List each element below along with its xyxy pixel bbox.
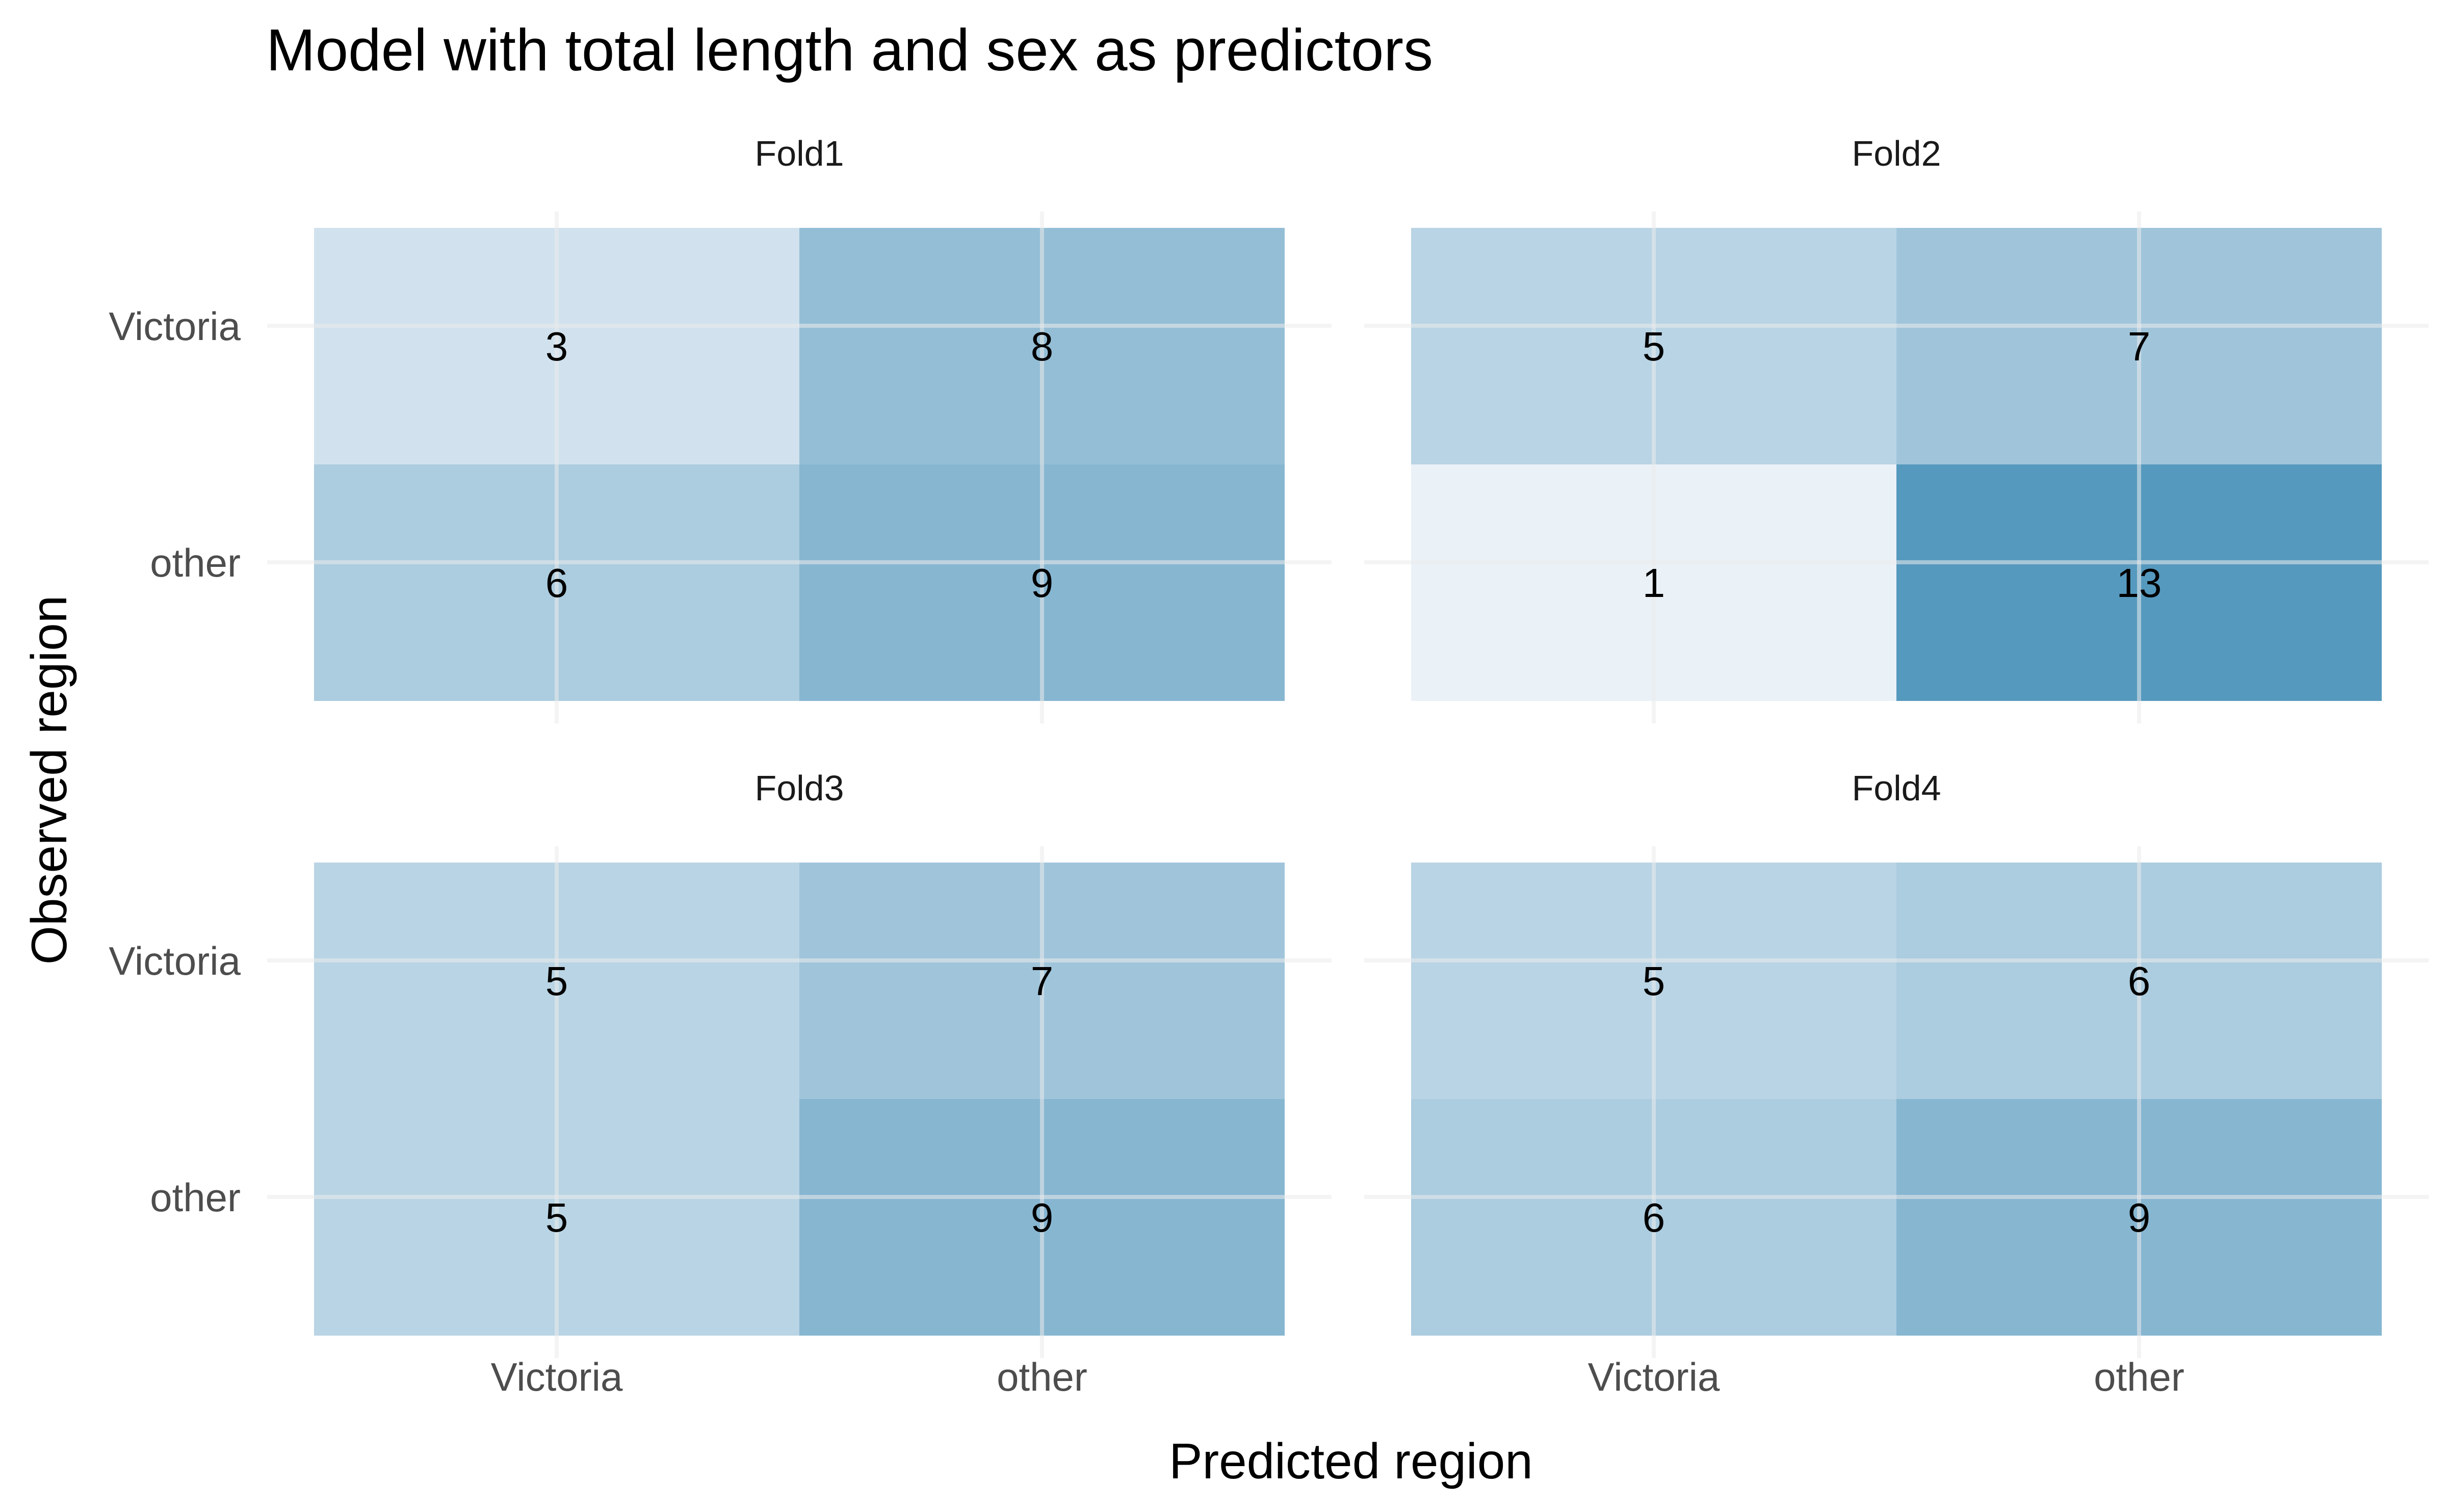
cell-value-label: 6 xyxy=(545,560,568,606)
panels: Fold1 3 8 6 9 Victoria other Fold2 5 7 1 13 Fold3 5 7 5… xyxy=(109,134,2429,1399)
cell-value-label: 6 xyxy=(2128,958,2151,1004)
cell-value-label: 9 xyxy=(1031,1195,1054,1240)
y-tick-label: other xyxy=(150,1175,241,1220)
facet-panel-fold2: Fold2 5 7 1 13 xyxy=(1364,134,2429,723)
cell-value-label: 5 xyxy=(1643,324,1665,369)
cell-value-label: 6 xyxy=(1643,1195,1665,1240)
cell-value-label: 1 xyxy=(1643,560,1665,606)
cell-value-label: 7 xyxy=(2128,324,2151,369)
x-axis-title: Predicted region xyxy=(1169,1433,1533,1489)
y-tick-label: Victoria xyxy=(109,939,241,983)
facet-strip-label: Fold1 xyxy=(754,134,844,173)
cell-value-label: 5 xyxy=(545,958,568,1004)
cell-value-label: 7 xyxy=(1031,958,1054,1004)
cell-value-label: 9 xyxy=(1031,560,1054,606)
facet-strip-label: Fold2 xyxy=(1852,134,1941,173)
facet-strip-label: Fold4 xyxy=(1852,768,1941,808)
x-tick-label: other xyxy=(997,1354,1087,1399)
chart-title: Model with total length and sex as predi… xyxy=(266,17,1433,83)
cell-value-label: 13 xyxy=(2117,560,2162,606)
x-tick-label: Victoria xyxy=(491,1354,623,1399)
x-tick-label: other xyxy=(2094,1354,2184,1399)
cell-value-label: 5 xyxy=(1643,958,1665,1004)
cell-value-label: 9 xyxy=(2128,1195,2151,1240)
cell-value-label: 3 xyxy=(545,324,568,369)
x-tick-label: Victoria xyxy=(1588,1354,1720,1399)
y-tick-label: Victoria xyxy=(109,304,241,349)
y-axis-title: Observed region xyxy=(21,595,77,965)
cell-value-label: 8 xyxy=(1031,324,1054,369)
facet-strip-label: Fold3 xyxy=(754,768,844,808)
facet-panel-fold4: Fold4 5 6 6 9 Victoria other xyxy=(1364,768,2429,1399)
facet-panel-fold1: Fold1 3 8 6 9 Victoria other xyxy=(109,134,1332,723)
y-tick-label: other xyxy=(150,540,241,585)
cell-value-label: 5 xyxy=(545,1195,568,1240)
facet-panel-fold3: Fold3 5 7 5 9 Victoria other Victoria other xyxy=(109,768,1332,1399)
